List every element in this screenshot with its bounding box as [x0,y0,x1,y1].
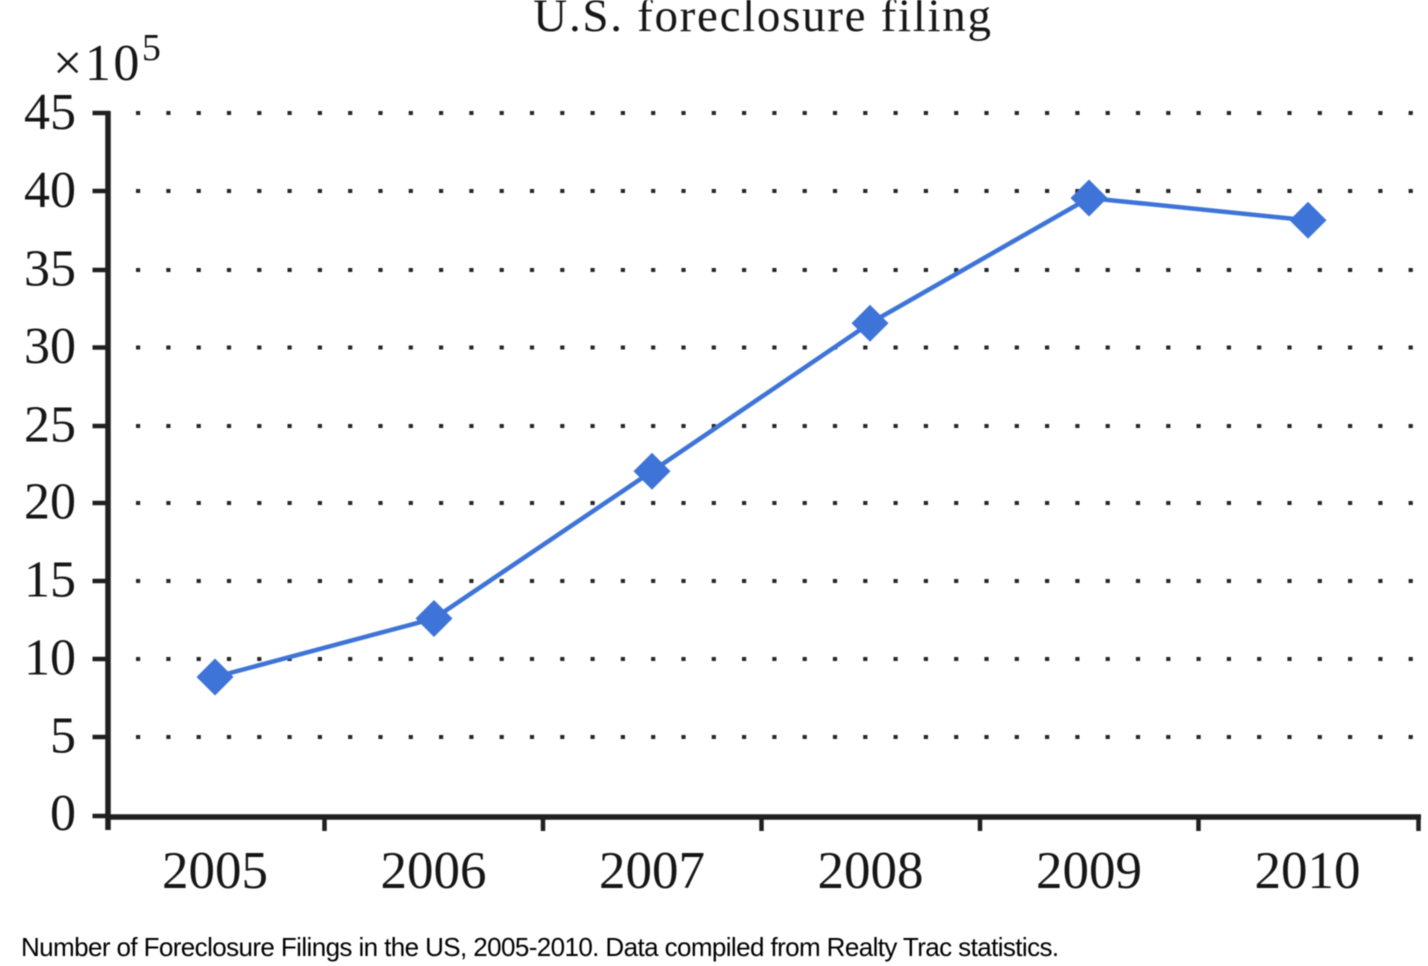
svg-text:45: 45 [24,84,76,141]
svg-text:2005: 2005 [162,842,268,900]
svg-text:2009: 2009 [1036,842,1142,900]
svg-text:5: 5 [50,708,76,765]
svg-text:15: 15 [24,552,76,609]
svg-text:40: 40 [24,162,76,219]
svg-text:35: 35 [24,241,76,298]
svg-text:20: 20 [24,474,76,531]
svg-text:2006: 2006 [381,842,487,900]
svg-text:U.S. foreclosure filing: U.S. foreclosure filing [533,0,992,42]
svg-text:30: 30 [24,318,76,375]
svg-text:Number of Foreclosure Filings: Number of Foreclosure Filings in the US,… [21,932,1059,962]
svg-text:0: 0 [50,785,76,842]
svg-text:25: 25 [24,397,76,454]
svg-text:2008: 2008 [818,842,924,900]
svg-text:2007: 2007 [599,842,705,900]
svg-text:×105: ×105 [53,27,163,92]
svg-text:2010: 2010 [1255,842,1361,900]
svg-text:10: 10 [24,630,76,687]
